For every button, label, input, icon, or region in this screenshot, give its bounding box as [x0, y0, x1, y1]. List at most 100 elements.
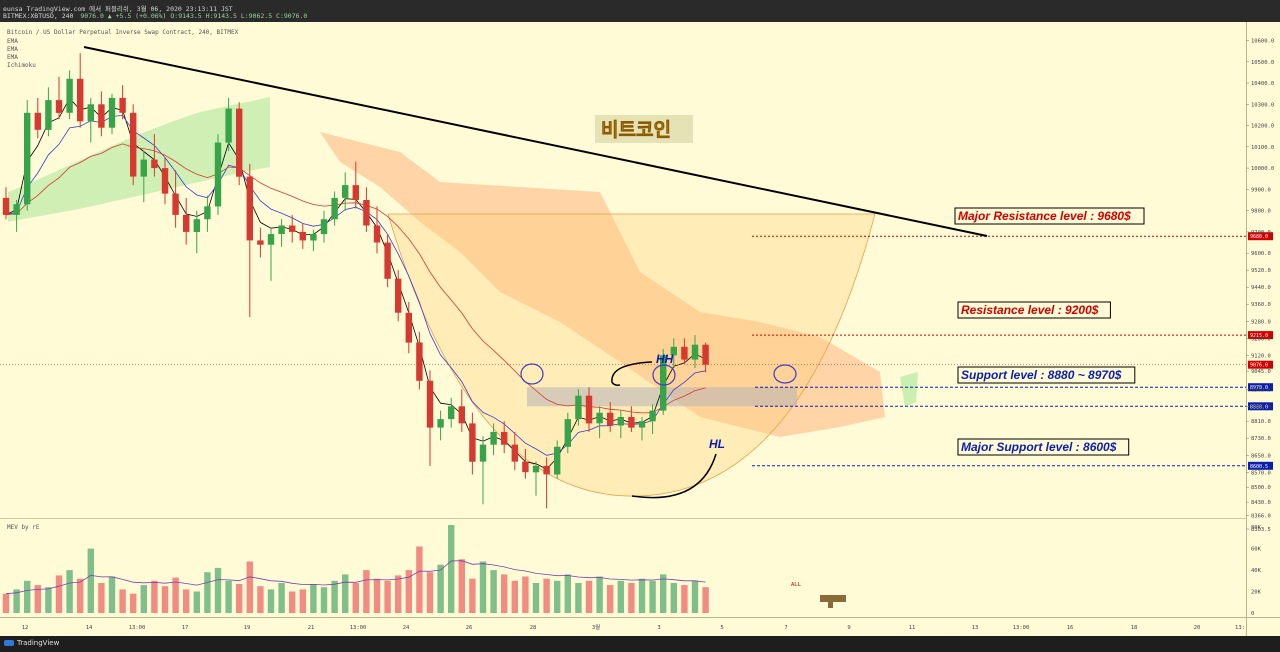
- cloud-future: [900, 372, 918, 407]
- volume-bar: [161, 586, 169, 613]
- price-tick-label: 8650.0: [1251, 453, 1271, 459]
- last-price-tag-label: 9076.0: [1250, 363, 1268, 369]
- price-tick-label: 8570.0: [1251, 470, 1271, 476]
- time-tick-label: 20: [1194, 625, 1201, 631]
- candle-body: [416, 342, 423, 381]
- legend-ichimoku: Ichimoku: [7, 62, 36, 69]
- cloud-bearish: [320, 132, 885, 437]
- time-tick-label: 9: [847, 625, 850, 631]
- candle-body: [130, 112, 137, 177]
- volume-bar: [225, 580, 232, 613]
- candle-body: [458, 406, 465, 424]
- price-tick-label: 10500.0: [1251, 60, 1274, 66]
- candle-body: [34, 112, 41, 130]
- tradingview-logo[interactable]: TradingView: [4, 639, 59, 647]
- price-tick-label: 9440.0: [1251, 285, 1271, 291]
- candle-body: [225, 108, 232, 143]
- volume-bar: [34, 585, 41, 613]
- price-tick-label: 9200.0: [1251, 336, 1271, 342]
- volume-bar: [55, 575, 63, 613]
- volume-bar: [236, 584, 243, 613]
- hh-label: HH: [656, 352, 674, 366]
- hl-label: HL: [709, 437, 725, 451]
- candle-body: [479, 444, 487, 462]
- price-tick-label: 8960.0: [1251, 387, 1271, 393]
- price-level-tag-label: 9680.0: [1250, 234, 1268, 240]
- time-tick-label: 21: [308, 625, 315, 631]
- time-axis[interactable]: 12 14 13:00 17 19 21 13:00 24 26 28 3월 3 5 7 9 11 13 13:0…: [22, 623, 1245, 631]
- price-tick-label: 8730.0: [1251, 436, 1271, 442]
- price-tick-label: 9800.0: [1251, 209, 1271, 215]
- volume-bar: [426, 572, 434, 613]
- chart-header: eunsa TradingView.com 에서 퍼블리쉬, 3월 06, 20…: [0, 0, 1280, 22]
- volume-bar: [140, 585, 147, 613]
- volume-bar: [363, 570, 370, 613]
- price-level-tag: [1248, 402, 1273, 411]
- volume-bar: [342, 574, 349, 613]
- candle-body: [437, 419, 444, 428]
- volume-bar: [405, 570, 412, 613]
- volume-bar: [638, 578, 646, 613]
- time-tick-label: 16: [1067, 625, 1074, 631]
- last-price-tag: [1248, 360, 1273, 369]
- volume-bar: [469, 578, 476, 613]
- candle-body: [660, 355, 667, 411]
- volume-bar: [554, 580, 561, 613]
- candle-body: [543, 465, 550, 475]
- time-tick-label: 13:: [1235, 625, 1245, 631]
- candle-body: [108, 97, 116, 128]
- volume-bar: [564, 574, 571, 613]
- price-axis[interactable]: 10600.0 10500.0 10400.0 10300.0 10200.0 10100…: [1246, 39, 1274, 534]
- price-tick-label: 9600.0: [1251, 251, 1271, 257]
- volume-bar: [596, 576, 603, 613]
- candle-body: [183, 214, 190, 232]
- time-tick-label: 13:00: [129, 625, 146, 631]
- volume-ma-line: [5, 560, 706, 595]
- time-tick-label: 28: [530, 625, 537, 631]
- candle-body: [532, 465, 540, 473]
- price-tick-label: 10200.0: [1251, 124, 1274, 130]
- price-level-label: Support level : 8880 ~ 8970$: [961, 368, 1122, 382]
- event-marker: [820, 595, 846, 602]
- candle-body: [342, 185, 349, 198]
- volume-bar: [299, 589, 306, 613]
- candle-body: [45, 100, 52, 130]
- candle-body: [469, 423, 476, 462]
- candle-body: [119, 97, 126, 113]
- volume-title: MEV by rE: [7, 524, 40, 531]
- volume-bar: [98, 583, 105, 613]
- volume-tick-label: 80K: [1251, 525, 1262, 531]
- volume-bar: [172, 577, 179, 613]
- symbol-label: BITMEX:XBTUSD, 240: [3, 12, 74, 20]
- volume-bar: [151, 580, 158, 613]
- watermark-text: 비트코인: [601, 119, 671, 141]
- price-tick-label: 9900.0: [1251, 187, 1271, 193]
- price-level-tag-label: 8970.0: [1250, 385, 1268, 391]
- candle-body: [501, 431, 508, 445]
- candle-body: [628, 417, 635, 428]
- volume-bar: [320, 587, 328, 613]
- candle-body: [331, 197, 338, 220]
- candle-body: [617, 417, 624, 426]
- price-tick-label: 9360.0: [1251, 302, 1271, 308]
- candle-body: [564, 419, 571, 447]
- candle-body: [373, 225, 381, 243]
- time-tick-label: 11: [909, 625, 916, 631]
- candle-body: [140, 159, 147, 177]
- time-tick-label: 5: [720, 625, 723, 631]
- time-tick-label: 13:00: [350, 625, 367, 631]
- volume-bar: [87, 548, 94, 613]
- publish-info: eunsa TradingView.com 에서 퍼블리쉬, 3월 06, 20…: [3, 5, 233, 13]
- volume-bar: [702, 587, 709, 613]
- price-tick-label: 8810.0: [1251, 419, 1271, 425]
- footer-bar: TradingView: [0, 636, 1280, 652]
- time-tick-label: 19: [244, 625, 251, 631]
- candle-body: [161, 168, 169, 194]
- candle-body: [702, 344, 709, 365]
- circle-marker: [652, 364, 676, 386]
- volume-bar: [183, 589, 190, 613]
- price-level-tag: [1248, 232, 1273, 241]
- price-level-tag-label: 9215.0: [1250, 333, 1268, 339]
- volume-bar: [2, 593, 10, 613]
